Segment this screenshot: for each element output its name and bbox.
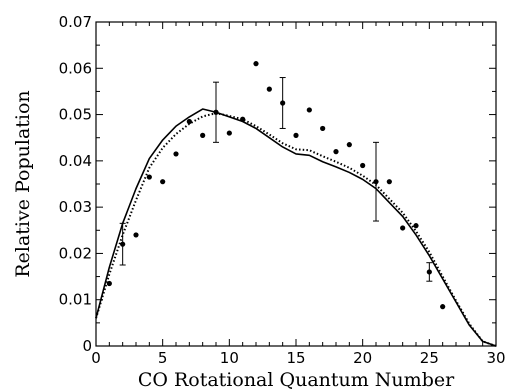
data-point <box>107 281 112 286</box>
data-point <box>347 142 352 147</box>
axis-ticks <box>96 22 496 346</box>
y-tick-label: 0.01 <box>59 291 92 309</box>
x-tick-label: 5 <box>158 349 168 367</box>
model-curves <box>96 109 496 346</box>
data-point <box>267 87 272 92</box>
x-tick-label: 20 <box>353 349 372 367</box>
data-point <box>173 151 178 156</box>
x-tick-label: 10 <box>220 349 239 367</box>
data-point <box>440 304 445 309</box>
y-tick-label: 0 <box>82 337 92 355</box>
data-point <box>160 179 165 184</box>
data-point <box>200 133 205 138</box>
data-point <box>333 149 338 154</box>
data-point <box>187 119 192 124</box>
data-point <box>387 179 392 184</box>
x-tick-label: 30 <box>486 349 505 367</box>
data-point <box>253 61 258 66</box>
data-point <box>360 163 365 168</box>
data-point <box>240 117 245 122</box>
data-point <box>427 269 432 274</box>
data-point <box>400 225 405 230</box>
data-points <box>107 61 446 309</box>
solid-model-curve <box>96 109 496 346</box>
data-point <box>133 232 138 237</box>
data-point <box>280 100 285 105</box>
x-tick-label: 0 <box>91 349 101 367</box>
data-point <box>320 126 325 131</box>
x-tick-label: 25 <box>420 349 439 367</box>
data-point <box>147 174 152 179</box>
data-point <box>293 133 298 138</box>
data-point <box>373 179 378 184</box>
axis-tick-labels: 0 5 10 15 20 25 30 0 0.01 0.02 0.03 0.04 0.05 0.06 0.0… <box>59 13 506 367</box>
y-tick-label: 0.06 <box>59 59 92 77</box>
data-point <box>413 223 418 228</box>
data-point <box>227 130 232 135</box>
y-tick-label: 0.07 <box>59 13 92 31</box>
y-tick-label: 0.05 <box>59 106 92 124</box>
plot-frame <box>96 22 496 346</box>
data-point <box>213 110 218 115</box>
y-tick-label: 0.02 <box>59 244 92 262</box>
y-tick-label: 0.03 <box>59 198 92 216</box>
y-tick-label: 0.04 <box>59 152 92 170</box>
x-axis-title: CO Rotational Quantum Number <box>138 369 455 391</box>
x-tick-label: 15 <box>286 349 305 367</box>
data-point <box>120 242 125 247</box>
y-axis-title: Relative Population <box>12 90 34 277</box>
data-point <box>307 107 312 112</box>
